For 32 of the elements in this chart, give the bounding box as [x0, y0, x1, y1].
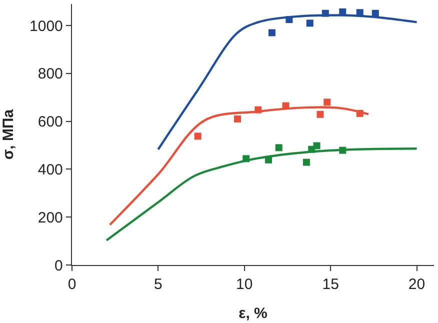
point — [275, 144, 282, 152]
point — [286, 16, 293, 24]
y-tick-label: 400 — [38, 161, 63, 178]
point — [194, 132, 202, 140]
point — [322, 10, 329, 17]
x-axis-title: ε, % — [238, 305, 268, 322]
point — [339, 8, 346, 16]
point — [356, 9, 364, 16]
y-tick-label: 1000 — [30, 18, 63, 35]
point — [313, 142, 320, 150]
point — [302, 158, 310, 166]
x-tick-label: 5 — [154, 276, 162, 294]
point — [372, 10, 379, 17]
y-tick-label: 200 — [38, 209, 63, 226]
point — [242, 155, 250, 162]
x-tick-label: 15 — [322, 276, 339, 294]
point — [254, 106, 262, 114]
y-tick-label: 600 — [38, 114, 63, 131]
point — [306, 20, 314, 27]
point — [268, 29, 276, 36]
x-tick-label: 10 — [236, 276, 253, 294]
point — [265, 156, 272, 164]
y-tick-label: 0 — [54, 257, 63, 274]
y-axis-title: σ, МПа — [0, 108, 17, 160]
x-tick-label: 0 — [68, 276, 76, 294]
x-tick-label: 20 — [408, 276, 426, 294]
point — [234, 115, 241, 122]
point — [356, 110, 364, 117]
point — [316, 110, 324, 118]
y-tick-label: 800 — [38, 66, 63, 83]
point — [339, 146, 346, 154]
point — [324, 98, 331, 106]
